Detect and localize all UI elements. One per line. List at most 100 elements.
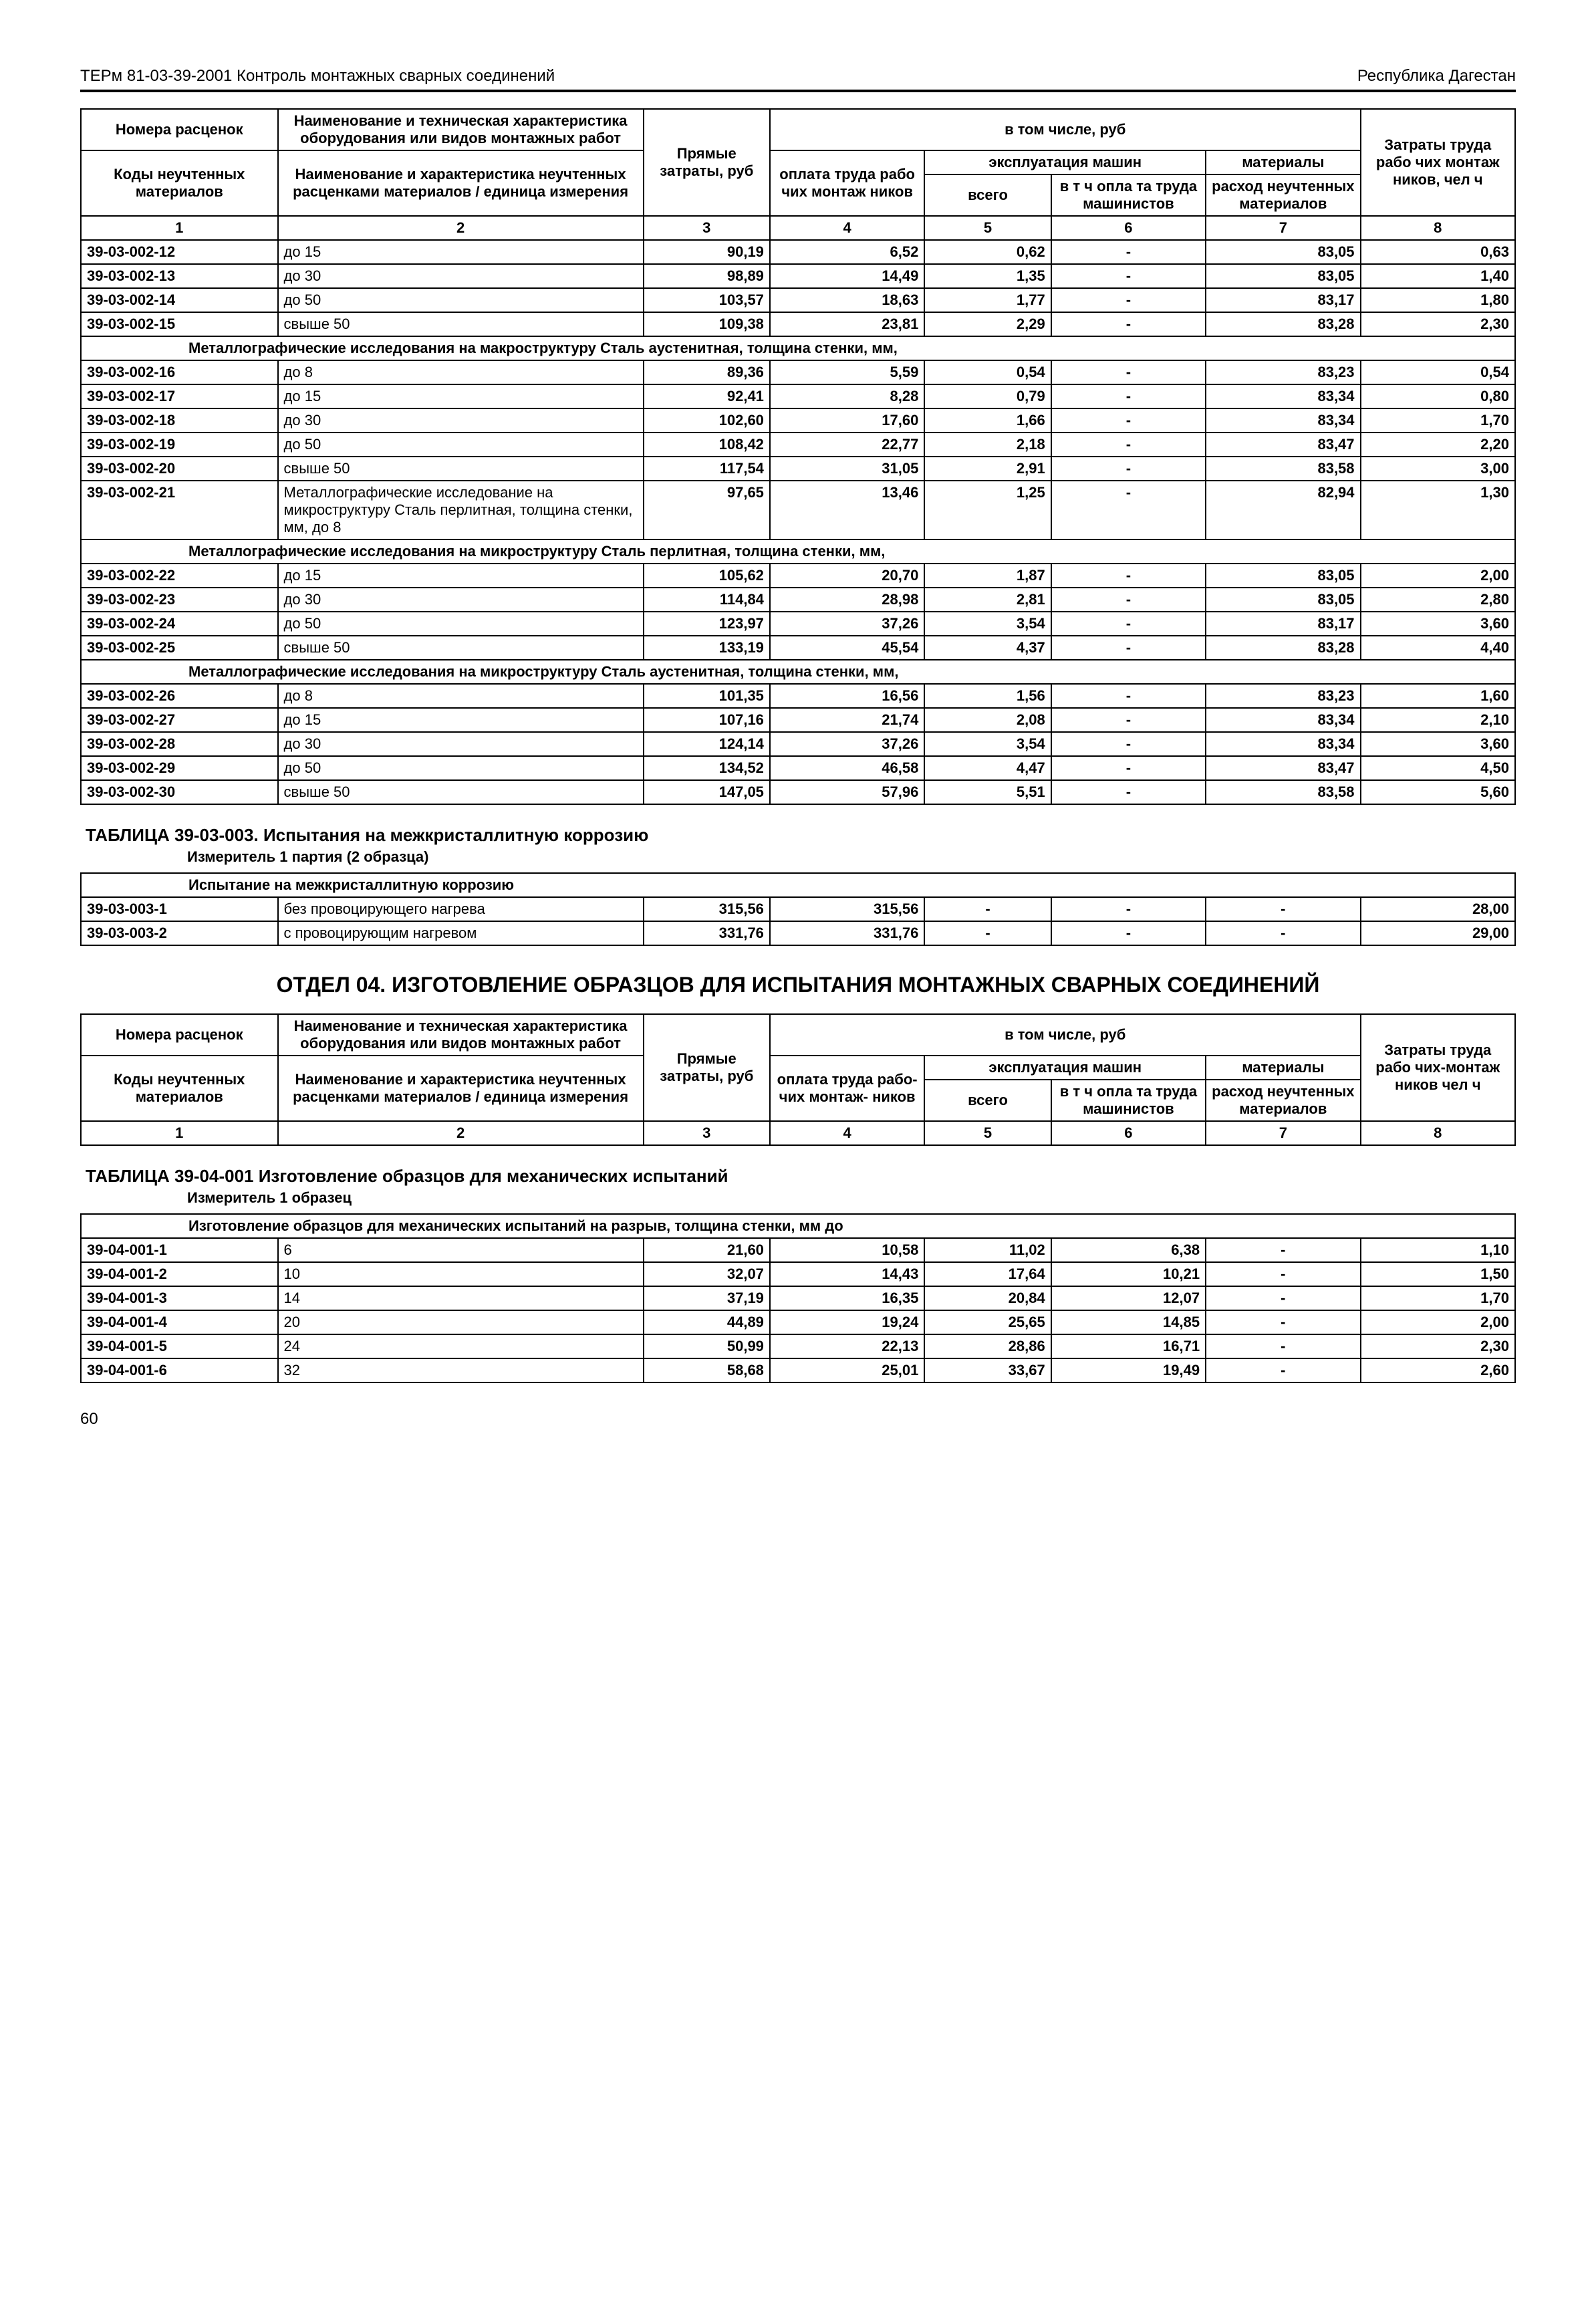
cell-value: 16,56 (770, 684, 924, 708)
cell-name: до 50 (278, 433, 644, 457)
cell-code: 39-03-002-26 (81, 684, 278, 708)
h-col8: Затраты труда рабо чих монтаж ников, чел… (1361, 109, 1515, 216)
cell-value: 83,23 (1206, 360, 1360, 384)
cell-value: - (1051, 921, 1206, 945)
table-row: 39-04-001-31437,1916,3520,8412,07-1,70 (81, 1286, 1515, 1310)
h-col1b: Коды неучтенных материалов (81, 150, 278, 216)
cell-code: 39-03-002-16 (81, 360, 278, 384)
column-number: 5 (924, 1121, 1051, 1145)
cell-value: 83,28 (1206, 636, 1360, 660)
cell-value: 5,51 (924, 780, 1051, 804)
cell-value: 4,47 (924, 756, 1051, 780)
cell-code: 39-03-002-24 (81, 612, 278, 636)
cell-value: - (1206, 897, 1360, 921)
h-col4: оплата труда рабо чих монтаж ников (770, 150, 924, 216)
column-number: 4 (770, 1121, 924, 1145)
cell-name: свыше 50 (278, 780, 644, 804)
h2-col1b: Коды неучтенных материалов (81, 1056, 278, 1121)
column-number: 1 (81, 216, 278, 240)
cell-value: 109,38 (644, 312, 770, 336)
table-row: 39-03-002-17до 1592,418,280,79-83,340,80 (81, 384, 1515, 408)
column-number-row: 12345678 (81, 216, 1515, 240)
cell-value: 19,49 (1051, 1358, 1206, 1382)
cell-name: до 15 (278, 384, 644, 408)
cell-code: 39-04-001-4 (81, 1310, 278, 1334)
cell-value: - (1051, 588, 1206, 612)
cell-value: 2,60 (1361, 1358, 1515, 1382)
cell-value: 0,62 (924, 240, 1051, 264)
cell-value: 1,70 (1361, 408, 1515, 433)
cell-value: - (1051, 636, 1206, 660)
cell-name: до 50 (278, 288, 644, 312)
cell-value: 31,05 (770, 457, 924, 481)
cell-name: до 30 (278, 588, 644, 612)
column-number-row-2: 12345678 (81, 1121, 1515, 1145)
table-row: 39-03-002-12до 1590,196,520,62-83,050,63 (81, 240, 1515, 264)
table-401-section-head: Изготовление образцов для механических и… (81, 1214, 1515, 1238)
cell-value: 92,41 (644, 384, 770, 408)
cell-value: - (1206, 1358, 1360, 1382)
cell-value: 1,56 (924, 684, 1051, 708)
cell-value: 50,99 (644, 1334, 770, 1358)
table-row: 39-03-002-25свыше 50133,1945,544,37-83,2… (81, 636, 1515, 660)
cell-value: 83,05 (1206, 588, 1360, 612)
table-row: 39-03-002-30свыше 50147,0557,965,51-83,5… (81, 780, 1515, 804)
h2-col4span: в том числе, руб (770, 1014, 1361, 1056)
tbody-003: 39-03-003-1без провоцирующего нагрева315… (81, 897, 1515, 945)
table-row: 39-04-001-42044,8919,2425,6514,85-2,00 (81, 1310, 1515, 1334)
cell-value: 28,86 (924, 1334, 1051, 1358)
cell-value: 45,54 (770, 636, 924, 660)
h-col7: материалы (1206, 150, 1360, 174)
cell-value: 33,67 (924, 1358, 1051, 1382)
cell-value: - (1051, 756, 1206, 780)
cell-name: 32 (278, 1358, 644, 1382)
cell-name: 10 (278, 1262, 644, 1286)
cell-value: 0,54 (924, 360, 1051, 384)
cell-value: 19,24 (770, 1310, 924, 1334)
cell-value: 21,60 (644, 1238, 770, 1262)
cell-value: 25,65 (924, 1310, 1051, 1334)
cell-code: 39-03-002-20 (81, 457, 278, 481)
cell-value: 1,40 (1361, 264, 1515, 288)
cell-value: 14,85 (1051, 1310, 1206, 1334)
cell-value: - (1051, 897, 1206, 921)
cell-value: 107,16 (644, 708, 770, 732)
cell-value: 28,98 (770, 588, 924, 612)
cell-value: 1,10 (1361, 1238, 1515, 1262)
cell-name: 6 (278, 1238, 644, 1262)
cell-value: 32,07 (644, 1262, 770, 1286)
column-number: 7 (1206, 1121, 1360, 1145)
cell-value: 4,50 (1361, 756, 1515, 780)
cell-name: до 50 (278, 756, 644, 780)
cell-value: 1,80 (1361, 288, 1515, 312)
h-col2: Наименование и техническая характеристик… (278, 109, 644, 150)
cell-code: 39-03-002-12 (81, 240, 278, 264)
cell-value: 83,47 (1206, 756, 1360, 780)
cell-value: 6,38 (1051, 1238, 1206, 1262)
cell-value: 117,54 (644, 457, 770, 481)
cell-value: 3,60 (1361, 612, 1515, 636)
cell-code: 39-03-002-22 (81, 564, 278, 588)
cell-code: 39-03-002-21 (81, 481, 278, 539)
cell-value: 90,19 (644, 240, 770, 264)
cell-value: 1,70 (1361, 1286, 1515, 1310)
cell-value: 108,42 (644, 433, 770, 457)
header2-table: Номера расценок Наименование и техническ… (80, 1013, 1516, 1146)
section-b-title: Металлографические исследования на макро… (81, 336, 1515, 360)
cell-code: 39-03-002-29 (81, 756, 278, 780)
table-row: 39-04-001-63258,6825,0133,6719,49-2,60 (81, 1358, 1515, 1382)
section-c-title: Металлографические исследования на микро… (81, 539, 1515, 564)
cell-code: 39-04-001-2 (81, 1262, 278, 1286)
cell-value: 21,74 (770, 708, 924, 732)
table-row: 39-03-002-27до 15107,1621,742,08-83,342,… (81, 708, 1515, 732)
column-number: 1 (81, 1121, 278, 1145)
h2-col2: Наименование и техническая характеристик… (278, 1014, 644, 1056)
cell-value: 2,18 (924, 433, 1051, 457)
page-header: ТЕРм 81-03-39-2001 Контроль монтажных св… (80, 67, 1516, 92)
cell-code: 39-04-001-1 (81, 1238, 278, 1262)
cell-value: 1,87 (924, 564, 1051, 588)
cell-value: 83,58 (1206, 457, 1360, 481)
table-row: 39-04-001-21032,0714,4317,6410,21-1,50 (81, 1262, 1515, 1286)
table-row: 39-03-002-20свыше 50117,5431,052,91-83,5… (81, 457, 1515, 481)
table-row: 39-03-002-24до 50123,9737,263,54-83,173,… (81, 612, 1515, 636)
